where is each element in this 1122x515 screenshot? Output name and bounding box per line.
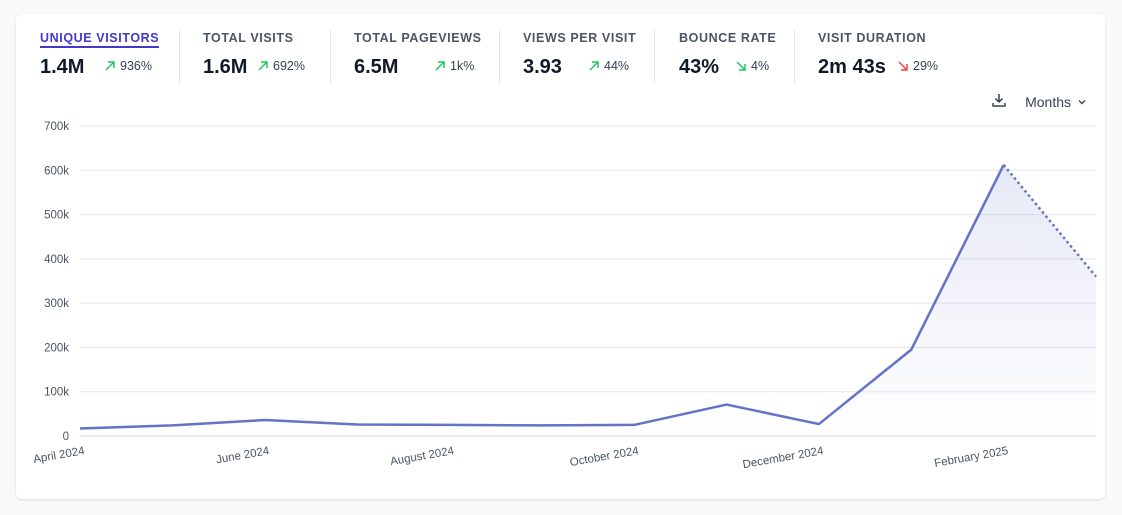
metrics-bar: UNIQUE VISITORS 1.4M 936% TOTAL VISITS 1…	[16, 14, 1105, 89]
metric-change-text: 936%	[120, 59, 152, 73]
y-tick-label: 700k	[44, 121, 69, 133]
metric-value: 6.5M	[354, 56, 399, 78]
metric-change: 692%	[256, 59, 305, 73]
y-tick-label: 500k	[44, 210, 69, 222]
arrow-up-right-icon	[103, 59, 117, 73]
metric-change-text: 4%	[751, 59, 770, 73]
x-tick-label: August 2024	[389, 445, 455, 468]
metric-value: 3.93	[523, 56, 562, 78]
metric-change-text: 692%	[273, 59, 305, 73]
series-line	[79, 164, 1005, 430]
arrow-up-right-icon	[433, 59, 447, 73]
arrow-down-right-icon	[734, 59, 748, 73]
metric-value: 1.6M	[203, 56, 248, 78]
x-tick-label: April 2024	[32, 445, 86, 466]
metric-divider	[330, 30, 331, 84]
x-tick-label: December 2024	[742, 445, 825, 471]
metric-label: UNIQUE VISITORS	[40, 31, 160, 48]
metric-label: TOTAL PAGEVIEWS	[354, 31, 482, 45]
arrow-up-right-icon	[256, 59, 270, 73]
metric-divider	[654, 30, 655, 84]
series-line-partial	[1002, 164, 1097, 278]
metric-change: 936%	[103, 59, 152, 73]
metric-change-text: 29%	[913, 59, 939, 73]
x-tick-label: June 2024	[215, 445, 271, 466]
metric-change: 29%	[896, 59, 938, 73]
metric-change-text: 1k%	[450, 59, 475, 73]
metric-change: 1k%	[433, 59, 474, 73]
visitors-card: UNIQUE VISITORS 1.4M 936% TOTAL VISITS 1…	[16, 14, 1105, 499]
y-tick-label: 100k	[44, 387, 69, 399]
metric-value: 2m 43s	[818, 56, 886, 78]
x-tick-label: February 2025	[933, 445, 1009, 470]
y-tick-label: 0	[63, 431, 69, 443]
metric-label: BOUNCE RATE	[679, 31, 777, 45]
metric-value: 43%	[679, 56, 720, 78]
series-area	[80, 164, 1096, 436]
y-axis: 0 100k 200k 300k 400k 500k 600k 700k	[44, 121, 69, 443]
y-tick-label: 400k	[44, 254, 69, 266]
download-button[interactable]	[987, 90, 1011, 114]
visitors-chart: 0 100k 200k 300k 400k 500k 600k 700k April 2024…	[32, 121, 1097, 471]
metric-change: 44%	[587, 59, 629, 73]
metric-label: VISIT DURATION	[818, 31, 927, 45]
y-tick-label: 600k	[44, 165, 69, 177]
x-tick-label: October 2024	[569, 445, 640, 469]
metric-label: TOTAL VISITS	[203, 31, 294, 45]
metric-divider	[179, 30, 180, 84]
metric-divider	[794, 30, 795, 84]
arrow-down-right-icon	[896, 59, 910, 73]
download-icon	[991, 92, 1007, 113]
interval-label: Months	[1025, 94, 1071, 110]
arrow-up-right-icon	[587, 59, 601, 73]
metric-label: VIEWS PER VISIT	[523, 31, 637, 45]
interval-dropdown[interactable]: Months	[1025, 94, 1087, 110]
x-axis: April 2024 June 2024 August 2024 October 20…	[32, 445, 1009, 471]
chart-toolbar: Months	[987, 90, 1087, 114]
chevron-down-icon	[1077, 94, 1087, 110]
metric-change-text: 44%	[604, 59, 630, 73]
metric-divider	[499, 30, 500, 84]
y-tick-label: 300k	[44, 298, 69, 310]
metric-value: 1.4M	[40, 56, 85, 78]
metric-change: 4%	[734, 59, 769, 73]
y-tick-label: 200k	[44, 342, 69, 354]
